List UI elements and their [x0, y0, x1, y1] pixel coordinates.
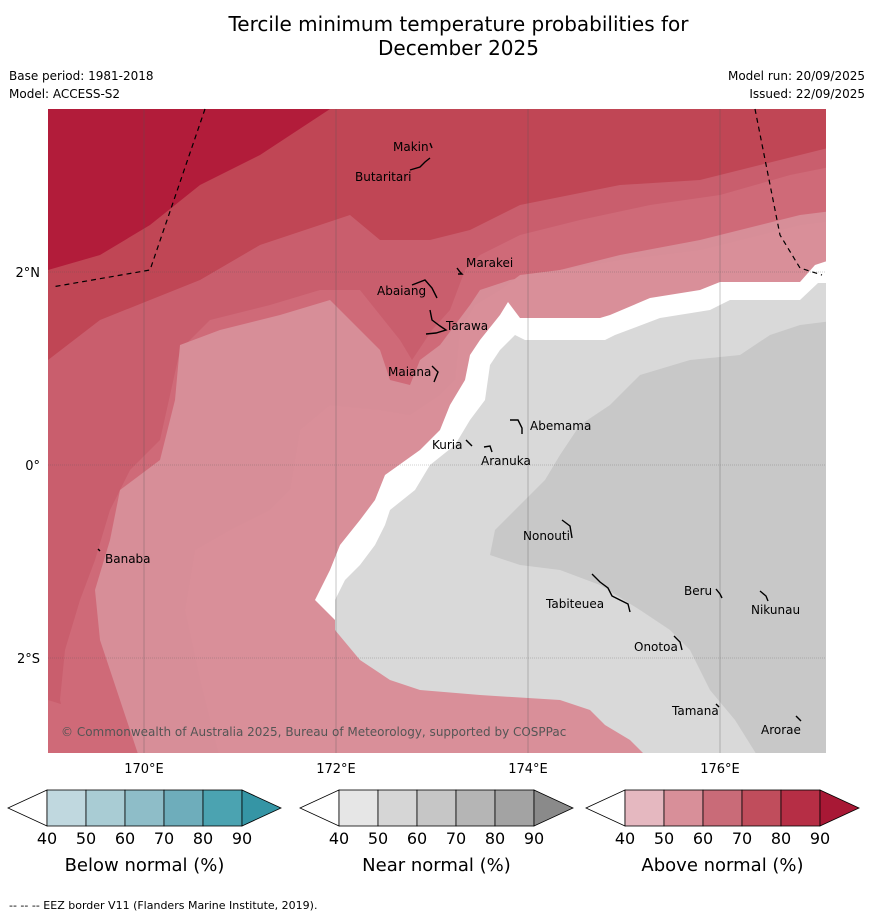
label-marakei: Marakei — [466, 256, 513, 270]
title-line-1: Tercile minimum temperature probabilitie… — [228, 12, 689, 36]
colorbar-tick-label: 40 — [615, 829, 635, 848]
colorbar-tick-label: 80 — [771, 829, 791, 848]
colorbar-segment — [416, 789, 457, 827]
colorbar-tick-label: 80 — [485, 829, 505, 848]
colorbar-segment — [85, 789, 126, 827]
colorbar-segment — [338, 789, 379, 827]
label-banaba: Banaba — [105, 552, 151, 566]
island-shapes — [97, 142, 802, 722]
colorbar-segment — [163, 789, 204, 827]
colorbar-segment — [46, 789, 87, 827]
lon-label-176e: 176°E — [700, 762, 740, 777]
issued-date: Issued: 22/09/2025 — [749, 87, 865, 101]
longitude-labels: 170°E 172°E 174°E 176°E — [124, 762, 740, 777]
label-butaritari: Butaritari — [355, 170, 412, 184]
colorbar-right-extend — [241, 789, 282, 827]
title-line-2: December 2025 — [378, 36, 539, 60]
colorbar-segment — [702, 789, 743, 827]
colorbar-title: Below normal (%) — [65, 855, 225, 876]
colorbar-tick-label: 60 — [115, 829, 135, 848]
colorbar-title: Above normal (%) — [641, 855, 803, 876]
lon-label-174e: 174°E — [508, 762, 548, 777]
colorbar-segment — [202, 789, 243, 827]
copyright-notice: © Commonwealth of Australia 2025, Bureau… — [61, 725, 566, 739]
colorbar-tick-label: 70 — [446, 829, 466, 848]
gridlines — [48, 109, 826, 753]
colorbar-segment — [663, 789, 704, 827]
colorbar-tick-label: 50 — [654, 829, 674, 848]
near-50-zone — [490, 321, 826, 753]
meta-left: Base period: 1981-2018 Model: ACCESS-S2 — [9, 67, 154, 103]
colorbar-tick-label: 50 — [76, 829, 96, 848]
lon-label-170e: 170°E — [124, 762, 164, 777]
colorbar-tick-label: 70 — [154, 829, 174, 848]
colorbar-segment — [780, 789, 821, 827]
label-beru: Beru — [684, 584, 712, 598]
colorbar-tick-label: 40 — [329, 829, 349, 848]
label-nikunau: Nikunau — [751, 603, 800, 617]
colorbar-segment — [377, 789, 418, 827]
colorbar-segment — [494, 789, 535, 827]
label-tamana: Tamana — [671, 704, 719, 718]
colorbar-near: 40 50 60 70 80 90 Near normal (%) — [299, 789, 574, 876]
label-abemama: Abemama — [530, 419, 591, 433]
probability-field — [48, 109, 826, 753]
label-kuria: Kuria — [432, 438, 463, 452]
colorbar-tick-label: 90 — [232, 829, 252, 848]
colorbar-right-extend — [819, 789, 860, 827]
label-onotoa: Onotoa — [634, 640, 678, 654]
colorbar-right-extend — [533, 789, 574, 827]
colorbar-segment — [624, 789, 665, 827]
colorbar-tick-label: 60 — [407, 829, 427, 848]
colorbar-tick-label: 90 — [810, 829, 830, 848]
colorbar-tick-label: 70 — [732, 829, 752, 848]
colorbar-below: 40 50 60 70 80 90 Below normal (%) — [7, 789, 282, 876]
label-aranuka: Aranuka — [481, 454, 531, 468]
label-makin: Makin — [393, 140, 429, 154]
lon-label-172e: 172°E — [316, 762, 356, 777]
eez-footnote: -- -- -- EEZ border V11 (Flanders Marine… — [9, 899, 318, 912]
label-tarawa: Tarawa — [445, 319, 488, 333]
lat-label-0: 0° — [25, 459, 40, 474]
label-tabiteuea: Tabiteuea — [545, 597, 604, 611]
chart-title: Tercile minimum temperature probabilitie… — [0, 12, 873, 60]
colorbar-tick-label: 90 — [524, 829, 544, 848]
label-abaiang: Abaiang — [377, 284, 426, 298]
island-labels: Makin Butaritari Marakei Abaiang Tarawa … — [105, 140, 801, 737]
colorbar-above: 40 50 60 70 80 90 Above normal (%) — [585, 789, 860, 876]
colorbars: 40 50 60 70 80 90 Below normal (%) 40 50 60 70 80 90… — [7, 789, 860, 876]
colorbar-segment — [455, 789, 496, 827]
label-arorae: Arorae — [761, 723, 801, 737]
eez-borders — [51, 108, 823, 288]
colorbar-segment — [124, 789, 165, 827]
colorbar-tick-label: 50 — [368, 829, 388, 848]
latitude-labels: 2°N 0° 2°S — [16, 266, 41, 667]
colorbar-tick-label: 80 — [193, 829, 213, 848]
model-name: Model: ACCESS-S2 — [9, 87, 121, 101]
meta-right: Model run: 20/09/2025 Issued: 22/09/2025 — [728, 67, 865, 103]
label-maiana: Maiana — [388, 365, 431, 379]
colorbar-title: Near normal (%) — [362, 855, 511, 876]
colorbar-left-extend — [585, 789, 626, 827]
colorbar-left-extend — [7, 789, 48, 827]
lat-label-2n: 2°N — [16, 266, 41, 281]
colorbar-segment — [741, 789, 782, 827]
lat-label-2s: 2°S — [17, 652, 40, 667]
base-period: Base period: 1981-2018 — [9, 69, 154, 83]
model-run: Model run: 20/09/2025 — [727, 69, 865, 83]
colorbar-tick-label: 60 — [693, 829, 713, 848]
colorbar-tick-label: 40 — [37, 829, 57, 848]
colorbar-left-extend — [299, 789, 340, 827]
label-nonouti: Nonouti — [523, 529, 570, 543]
